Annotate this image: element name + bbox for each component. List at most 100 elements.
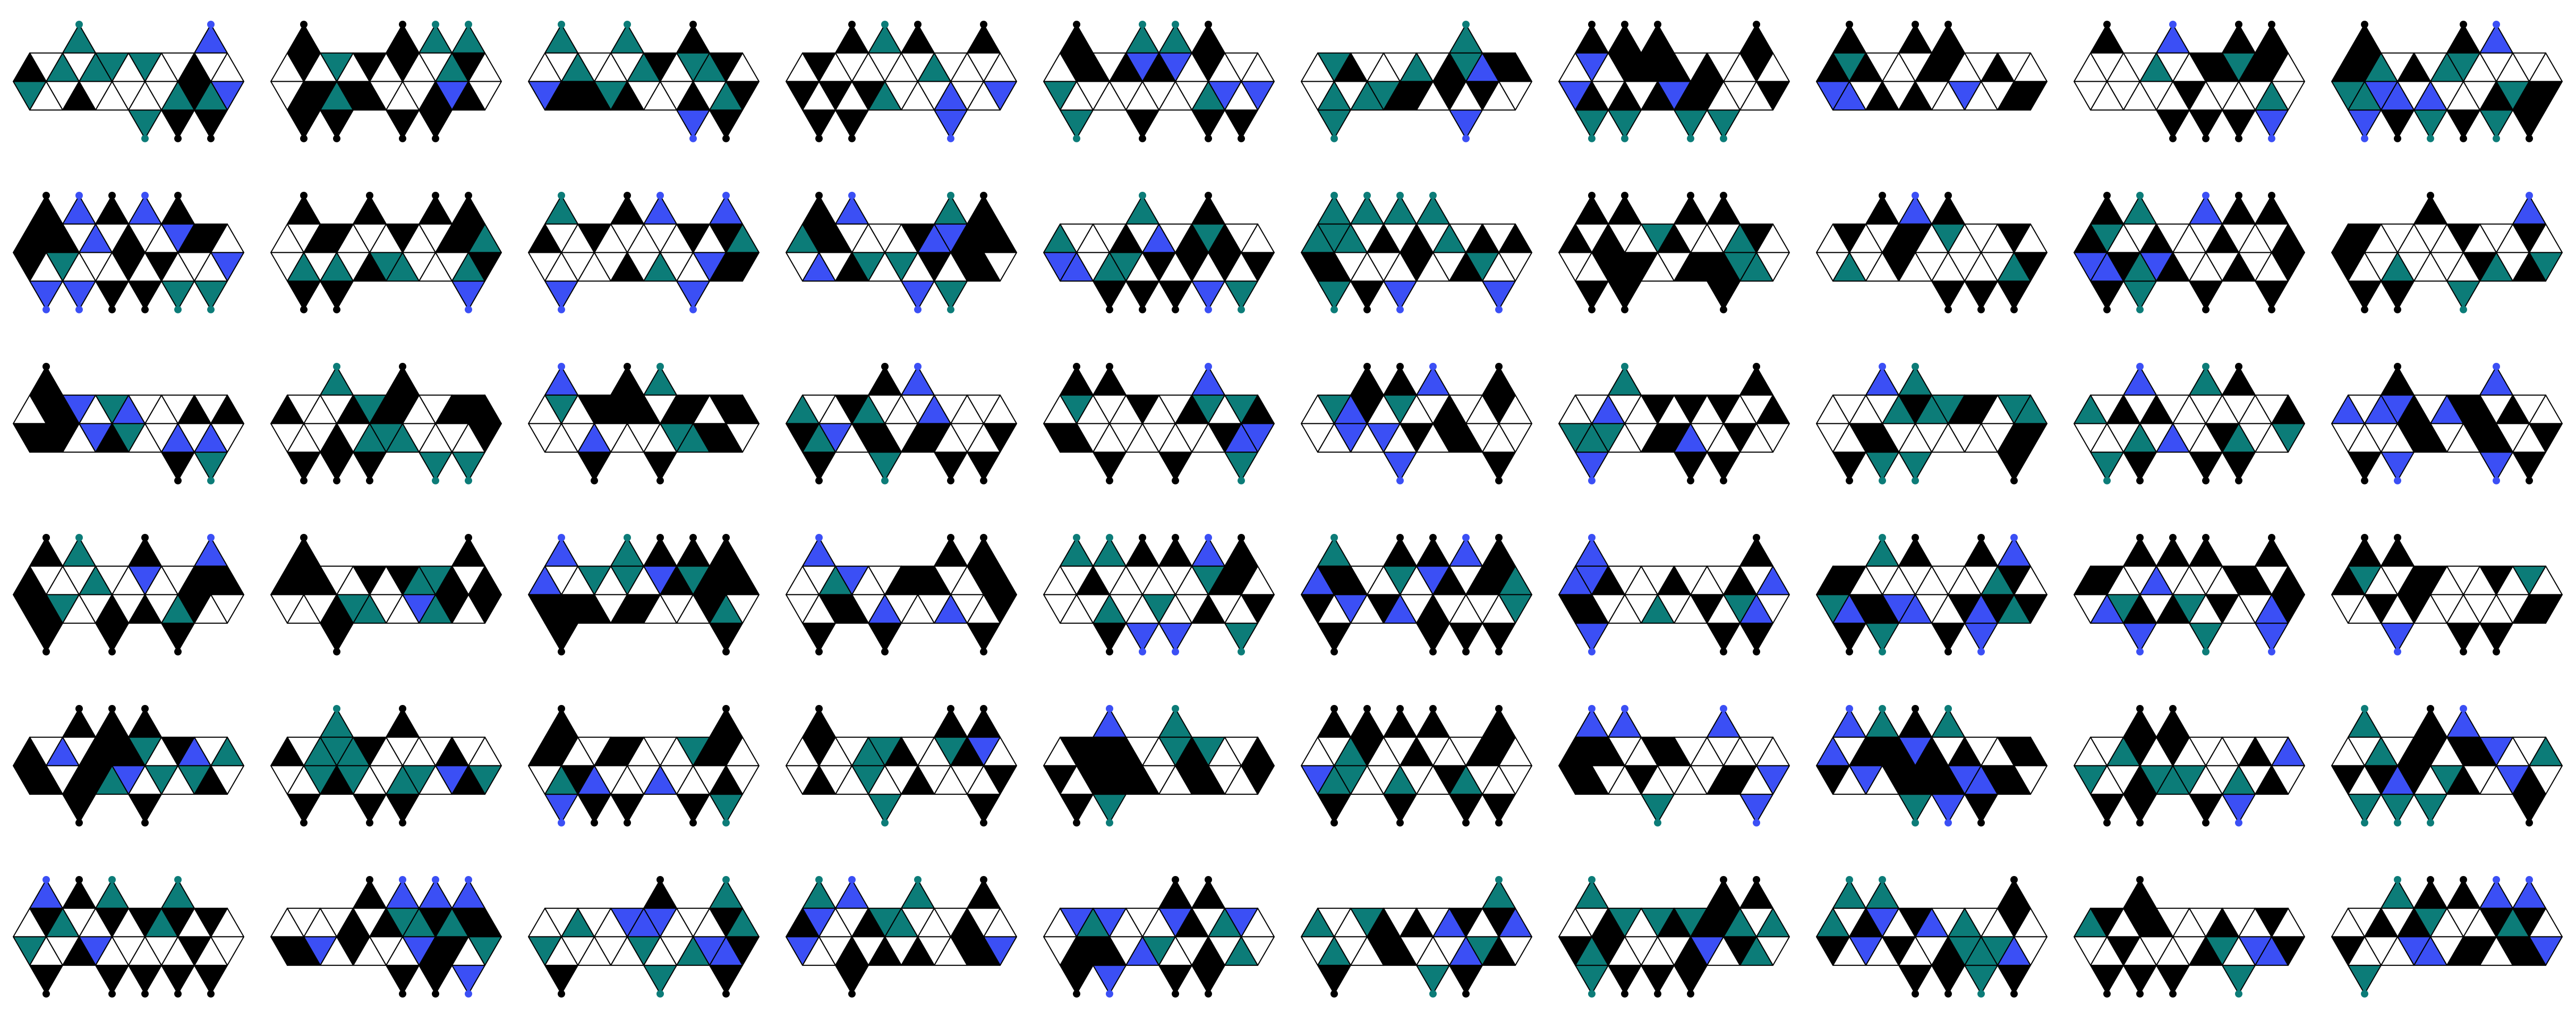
peg-dot [815, 134, 823, 142]
peg-dot [2136, 192, 2144, 199]
triangle [2189, 423, 2223, 453]
triangle [2222, 81, 2256, 111]
triangle [287, 223, 321, 253]
peg-dot [980, 192, 987, 199]
peg-dot [2202, 192, 2210, 199]
peg-dot [2394, 134, 2401, 142]
triangle [802, 907, 836, 938]
peg-dot [2235, 134, 2242, 142]
triangle [2479, 109, 2513, 139]
triangle [2255, 936, 2289, 966]
triangle [386, 708, 420, 738]
triangle [1224, 936, 1258, 966]
triangle [2090, 195, 2124, 225]
triangle [2446, 280, 2480, 310]
triangle [1191, 280, 1225, 310]
triangle [1317, 195, 1351, 225]
triangle [1224, 52, 1258, 82]
triangle [676, 537, 710, 567]
triangle [2348, 965, 2382, 994]
triangle [320, 594, 354, 624]
peg-dot [1429, 648, 1437, 656]
triangle [2156, 252, 2190, 282]
triangle [451, 765, 485, 795]
triangle [1093, 623, 1127, 652]
peg-dot [1588, 305, 1596, 313]
triangle [161, 594, 195, 624]
triangle [1350, 423, 1384, 453]
triangle [1060, 423, 1094, 453]
triangle [1641, 52, 1675, 82]
tile-panel [1816, 192, 2048, 313]
triangle [610, 537, 644, 567]
peg-dot [2103, 819, 2111, 827]
peg-dot [2361, 305, 2368, 313]
peg-dot [399, 21, 406, 28]
peg-dot [1205, 305, 1212, 313]
triangle [29, 195, 63, 225]
triangle [2413, 223, 2447, 253]
triangle [1964, 252, 1998, 282]
triangle [29, 965, 63, 994]
triangle [1832, 879, 1866, 909]
triangle [1865, 565, 1899, 596]
triangle [2123, 195, 2157, 225]
triangle [1224, 736, 1258, 767]
peg-dot [141, 705, 149, 712]
triangle [2156, 708, 2190, 738]
triangle [2189, 52, 2223, 82]
triangle [1350, 565, 1384, 596]
triangle [1898, 736, 1932, 767]
tile-panel [270, 705, 502, 827]
triangle [451, 81, 485, 111]
triangle [2156, 52, 2190, 82]
peg-dot [558, 534, 565, 541]
triangle [544, 708, 578, 738]
triangle [1608, 223, 1642, 253]
triangle [835, 765, 869, 795]
triangle [709, 736, 743, 767]
triangle [1383, 452, 1417, 481]
triangle [62, 394, 96, 424]
triangle [1964, 280, 1998, 310]
triangle [1191, 394, 1225, 424]
triangle [194, 52, 228, 82]
triangle [2090, 394, 2124, 424]
tile-panel [1043, 705, 1275, 827]
triangle [868, 366, 902, 396]
triangle [1997, 765, 2031, 795]
peg-dot [399, 363, 406, 370]
triangle [1707, 594, 1741, 624]
triangle [544, 537, 578, 567]
triangle [1158, 965, 1192, 994]
triangle [1575, 452, 1609, 481]
triangle [1865, 708, 1899, 738]
peg-dot [1495, 534, 1503, 541]
peg-dot [2361, 534, 2368, 541]
triangle [544, 280, 578, 310]
triangle [1350, 252, 1384, 282]
triangle [1416, 394, 1450, 424]
peg-dot [2268, 192, 2275, 199]
triangle [1964, 936, 1998, 966]
triangle [419, 52, 453, 82]
triangle [1898, 708, 1932, 738]
triangle [610, 594, 644, 624]
triangle [610, 565, 644, 596]
triangle [1383, 280, 1417, 310]
triangle [2446, 423, 2480, 453]
peg-dot [1396, 305, 1404, 313]
triangle [577, 423, 611, 453]
peg-dot [1172, 305, 1179, 313]
peg-dot [2136, 819, 2144, 827]
triangle [901, 223, 935, 253]
peg-dot [42, 192, 50, 199]
tile-panel [2331, 876, 2563, 998]
triangle [1707, 109, 1741, 139]
triangle [901, 81, 935, 111]
triangle [1707, 936, 1741, 966]
triangle [194, 736, 228, 767]
peg-dot [465, 21, 472, 28]
peg-dot [1753, 21, 1760, 28]
triangle [2479, 452, 2513, 481]
